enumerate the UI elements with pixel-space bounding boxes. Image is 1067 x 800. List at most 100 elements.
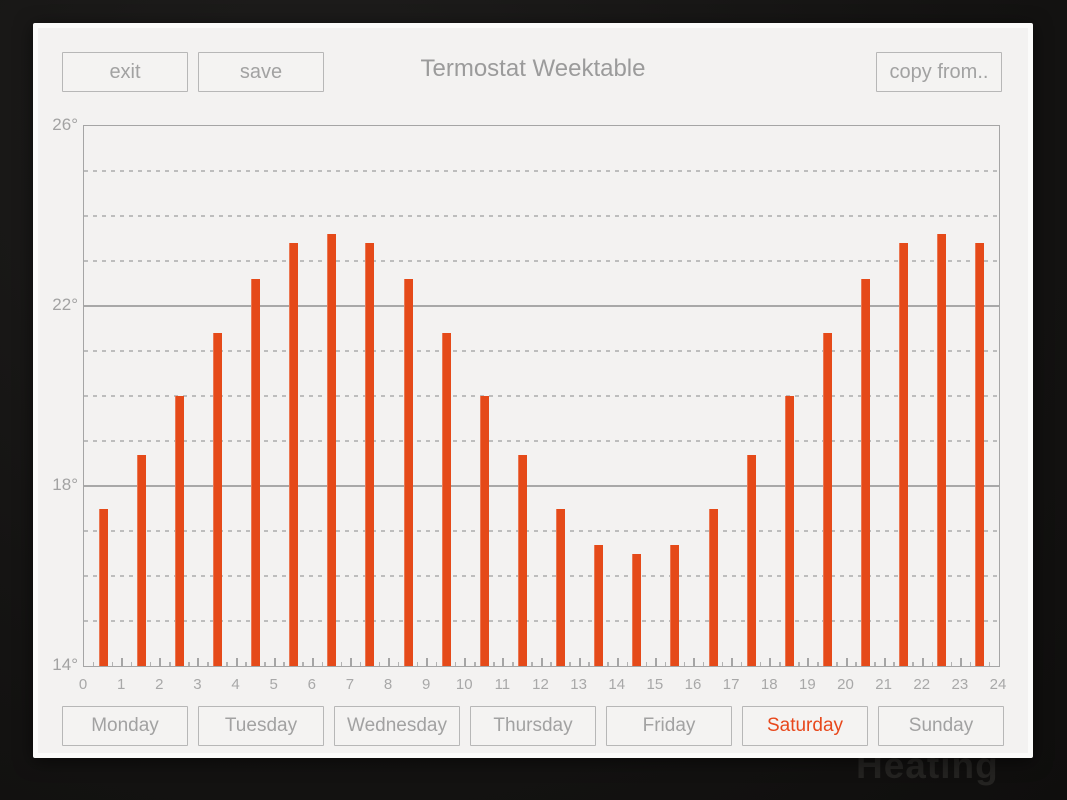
day-tab-saturday[interactable]: Saturday <box>742 706 868 746</box>
x-tick-3 <box>197 658 200 666</box>
y-axis-label-22: 22° <box>52 295 78 314</box>
y-axis-label-18: 18° <box>52 475 78 494</box>
temperature-bar-hour-18[interactable] <box>784 396 794 666</box>
x-minor-tick <box>435 662 438 666</box>
temperature-bar-hour-2[interactable] <box>174 396 184 666</box>
x-tick-16 <box>693 658 695 666</box>
x-axis-label-2: 2 <box>155 676 164 693</box>
x-minor-tick <box>798 662 800 666</box>
x-tick-22 <box>921 658 924 666</box>
x-axis-label-21: 21 <box>875 676 892 693</box>
x-axis-label-20: 20 <box>837 676 854 693</box>
day-tab-wednesday[interactable]: Wednesday <box>334 706 460 746</box>
temperature-bar-hour-21[interactable] <box>899 243 909 666</box>
x-minor-tick <box>912 662 914 666</box>
x-minor-tick <box>454 662 457 666</box>
x-minor-tick <box>969 662 972 666</box>
gridline-23-dashed <box>84 260 999 262</box>
x-axis-label-19: 19 <box>799 676 816 693</box>
x-minor-tick <box>378 662 381 666</box>
x-tick-4 <box>235 658 238 666</box>
x-axis-label-0: 0 <box>78 676 88 693</box>
x-tick-18 <box>769 658 772 666</box>
y-axis-label-26: 26° <box>52 115 78 134</box>
x-tick-15 <box>654 658 657 666</box>
temperature-bar-hour-3[interactable] <box>212 333 222 666</box>
copy-from-button[interactable]: copy from.. <box>876 52 1002 92</box>
x-tick-19 <box>807 658 810 666</box>
x-minor-tick <box>188 662 190 666</box>
x-axis-label-5: 5 <box>269 676 278 693</box>
x-minor-tick <box>283 662 285 666</box>
temperature-bar-hour-11[interactable] <box>517 454 527 666</box>
temperature-bar-hour-23[interactable] <box>975 243 985 666</box>
x-minor-tick <box>493 662 495 666</box>
x-minor-tick <box>683 662 686 666</box>
x-axis-label-24: 24 <box>989 676 1007 693</box>
x-minor-tick <box>569 662 571 666</box>
x-minor-tick <box>817 662 819 666</box>
temperature-bar-hour-8[interactable] <box>403 279 413 666</box>
exit-button[interactable]: exit <box>62 52 188 92</box>
temperature-bar-hour-4[interactable] <box>251 279 261 666</box>
x-axis-label-23: 23 <box>951 676 969 693</box>
temperature-bar-hour-19[interactable] <box>822 333 832 666</box>
temperature-bar-hour-13[interactable] <box>594 544 604 666</box>
x-axis-label-14: 14 <box>608 676 626 693</box>
temperature-bar-hour-15[interactable] <box>670 544 680 666</box>
x-minor-tick <box>550 662 552 666</box>
x-minor-tick <box>588 662 590 666</box>
temperature-bar-hour-12[interactable] <box>556 508 566 666</box>
x-minor-tick <box>169 662 171 666</box>
temperature-bar-hour-1[interactable] <box>136 454 146 666</box>
x-minor-tick <box>416 662 419 666</box>
temperature-bar-hour-10[interactable] <box>479 396 489 666</box>
x-minor-tick <box>759 662 762 666</box>
x-minor-tick <box>359 662 362 666</box>
temperature-bar-hour-20[interactable] <box>861 279 871 666</box>
temperature-bar-hour-7[interactable] <box>365 243 375 666</box>
x-axis-label-1: 1 <box>116 676 126 693</box>
x-minor-tick <box>130 662 133 666</box>
day-tab-monday[interactable]: Monday <box>62 706 188 746</box>
x-minor-tick <box>245 662 247 666</box>
x-minor-tick <box>931 662 934 666</box>
x-minor-tick <box>149 662 152 666</box>
x-minor-tick <box>264 662 266 666</box>
x-axis-label-13: 13 <box>570 676 587 693</box>
temperature-bar-hour-14[interactable] <box>632 553 642 666</box>
x-minor-tick <box>874 662 876 666</box>
x-tick-23 <box>959 658 962 666</box>
x-minor-tick <box>321 662 324 666</box>
day-tab-thursday[interactable]: Thursday <box>470 706 596 746</box>
x-axis-label-3: 3 <box>193 676 202 693</box>
temperature-bar-hour-5[interactable] <box>289 243 299 666</box>
weektable-plot-area <box>83 125 1000 667</box>
x-minor-tick <box>836 662 838 666</box>
x-tick-1 <box>121 658 124 666</box>
day-tabs: Monday Tuesday Wednesday Thursday Friday… <box>62 706 1004 746</box>
temperature-bar-hour-16[interactable] <box>708 508 718 666</box>
day-tab-friday[interactable]: Friday <box>606 706 732 746</box>
x-axis-label-11: 11 <box>494 676 511 693</box>
x-axis-label-12: 12 <box>532 676 549 693</box>
temperature-bar-hour-0[interactable] <box>98 508 108 666</box>
temperature-bar-hour-22[interactable] <box>937 234 947 666</box>
temperature-bar-hour-9[interactable] <box>441 333 451 666</box>
save-button[interactable]: save <box>198 52 324 92</box>
x-tick-17 <box>731 658 734 666</box>
x-axis-label-9: 9 <box>421 676 431 693</box>
x-tick-10 <box>464 658 467 666</box>
x-tick-14 <box>616 658 619 666</box>
x-axis-label-6: 6 <box>307 676 316 693</box>
gridline-24-dashed <box>84 215 999 217</box>
day-tab-sunday[interactable]: Sunday <box>878 706 1004 746</box>
day-tab-tuesday[interactable]: Tuesday <box>198 706 324 746</box>
temperature-bar-hour-17[interactable] <box>746 454 756 666</box>
x-tick-20 <box>845 658 848 666</box>
temperature-bar-hour-6[interactable] <box>327 234 337 666</box>
x-minor-tick <box>92 662 95 666</box>
x-axis-label-22: 22 <box>913 676 931 693</box>
x-tick-21 <box>883 658 886 666</box>
x-tick-2 <box>159 658 162 666</box>
